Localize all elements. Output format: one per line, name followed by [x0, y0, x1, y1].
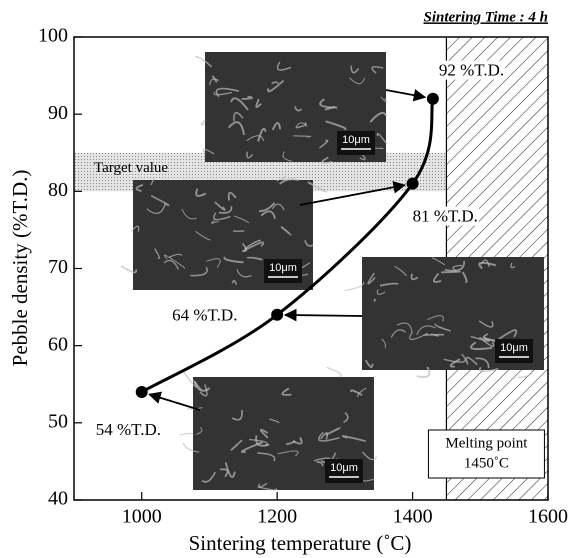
arrow: [285, 315, 362, 316]
scale-label: 10μm: [269, 262, 297, 274]
value-label: 64 %T.D.: [172, 306, 237, 325]
micrograph-texture: [441, 272, 460, 273]
y-tick-label: 70: [48, 256, 68, 278]
micrograph-texture: [327, 367, 342, 377]
scale-label: 10μm: [342, 134, 370, 146]
micrograph-texture: [345, 282, 364, 291]
data-point: [427, 93, 439, 105]
data-point: [136, 386, 148, 398]
data-point: [407, 178, 419, 190]
chart: Sintering Time : 4 h Sintering temperatu…: [0, 0, 575, 558]
micrograph-texture: [234, 231, 245, 232]
value-label: 92 %T.D.: [439, 61, 504, 80]
value-label: 81 %T.D.: [413, 207, 478, 226]
melting-label: Melting point: [445, 435, 528, 451]
y-axis-title: Pebble density (%T.D.): [8, 170, 32, 367]
chart-title: Sintering Time : 4 h: [424, 9, 548, 25]
scale-label: 10μm: [500, 342, 528, 354]
data-point: [271, 309, 283, 321]
micrograph-texture: [180, 433, 194, 435]
scale-label: 10μm: [330, 462, 358, 474]
melting-label: 1450˚C: [464, 455, 509, 471]
x-axis-title: Sintering temperature (˚C): [189, 531, 412, 555]
x-tick-label: 1200: [257, 506, 297, 528]
value-label: 54 %T.D.: [96, 420, 161, 439]
target-label: Target value: [94, 160, 168, 176]
arrow: [149, 394, 200, 410]
x-tick-label: 1600: [528, 506, 568, 528]
y-tick-label: 100: [38, 25, 68, 47]
micrograph-texture: [201, 120, 205, 125]
arrow: [386, 90, 425, 97]
micrograph-texture: [374, 299, 375, 301]
y-tick-label: 90: [48, 102, 68, 124]
y-tick-label: 40: [48, 488, 68, 510]
x-tick-label: 1000: [122, 506, 162, 528]
y-tick-label: 80: [48, 179, 68, 201]
y-tick-label: 60: [48, 333, 68, 355]
y-tick-label: 50: [48, 410, 68, 432]
x-tick-label: 1400: [393, 506, 433, 528]
